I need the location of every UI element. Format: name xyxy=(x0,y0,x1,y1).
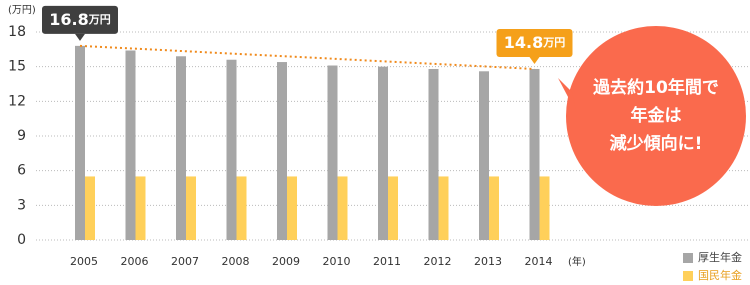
callout-box xyxy=(42,5,118,34)
x-tick-label: 2006 xyxy=(121,255,149,268)
bar xyxy=(135,176,146,240)
y-tick-label: 18 xyxy=(8,24,26,40)
bubble-tail xyxy=(558,78,576,112)
bar xyxy=(176,56,186,241)
y-tick-label: 0 xyxy=(17,232,26,248)
legend-swatch xyxy=(683,271,693,281)
bar xyxy=(226,59,237,240)
x-tick-label: 2005 xyxy=(70,255,98,268)
x-tick-label: 2011 xyxy=(373,255,401,268)
y-tick-label: 12 xyxy=(8,93,26,109)
x-tick-label: 2009 xyxy=(272,255,300,268)
callout-tail xyxy=(529,56,540,64)
bar xyxy=(287,176,297,240)
bar xyxy=(277,62,287,240)
bar xyxy=(529,68,540,240)
y-tick-label: 3 xyxy=(17,197,26,213)
bar xyxy=(236,176,247,240)
y-unit: (万円) xyxy=(8,5,36,16)
bar xyxy=(539,176,550,240)
y-tick-label: 6 xyxy=(17,163,26,179)
x-tick-label: 2014 xyxy=(525,255,553,268)
bar xyxy=(186,176,196,240)
bar xyxy=(85,176,95,240)
x-tick-label: 2010 xyxy=(323,255,351,268)
annotation: 減少傾向に! xyxy=(610,133,703,154)
bar xyxy=(479,71,489,241)
bar xyxy=(428,68,439,240)
bar xyxy=(438,176,449,240)
y-tick-label: 9 xyxy=(17,128,26,144)
x-tick-label: 2008 xyxy=(222,255,250,268)
legend-label: 厚生年金 xyxy=(698,250,742,264)
value-label: 14.8万円 xyxy=(504,32,565,51)
bar xyxy=(125,50,136,240)
bar xyxy=(378,66,388,241)
bar xyxy=(75,45,85,240)
bubble xyxy=(566,26,746,206)
annotation: 年金は xyxy=(631,105,682,126)
bar xyxy=(327,65,338,240)
legend-swatch xyxy=(683,253,693,263)
x-tick-label: 2013 xyxy=(474,255,502,268)
bar xyxy=(489,176,499,240)
x-tick-label: 2012 xyxy=(424,255,452,268)
value-label: 16.8万円 xyxy=(49,9,110,28)
y-tick-label: 15 xyxy=(8,59,26,75)
x-unit: (年) xyxy=(568,255,586,268)
bar xyxy=(388,176,398,240)
trend-line xyxy=(79,44,535,70)
legend-label: 国民年金 xyxy=(698,268,742,282)
x-tick-label: 2007 xyxy=(171,255,199,268)
bar xyxy=(337,176,348,240)
annotation: 過去約10年間で xyxy=(593,77,719,98)
callout-box xyxy=(496,28,573,57)
callout-tail xyxy=(75,33,85,41)
